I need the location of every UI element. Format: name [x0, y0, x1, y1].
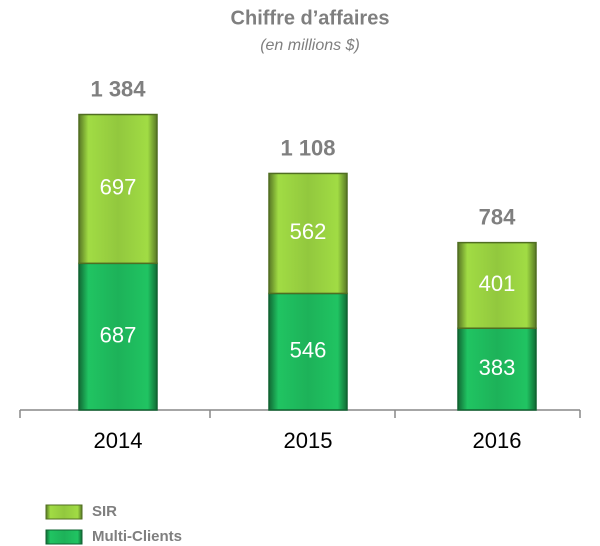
bar-segment — [457, 241, 537, 329]
x-tick-label: 2015 — [284, 428, 333, 453]
data-label: 697 — [100, 175, 137, 200]
data-label: 562 — [290, 219, 327, 244]
data-label: 401 — [479, 271, 516, 296]
x-tick-label: 2016 — [473, 428, 522, 453]
total-label: 784 — [479, 204, 516, 229]
legend-label: Multi-Clients — [92, 528, 182, 545]
total-label: 1 108 — [280, 135, 335, 160]
total-label: 1 384 — [90, 76, 146, 101]
legend-swatch — [45, 529, 83, 545]
bar-segment — [268, 172, 348, 295]
bar-segment — [78, 262, 158, 411]
legend-label: SIR — [92, 503, 117, 520]
chart-title: Chiffre d’affaires — [231, 7, 390, 29]
data-label: 546 — [290, 338, 327, 363]
legend-swatch — [45, 504, 83, 520]
data-label: 687 — [100, 322, 137, 347]
x-tick-label: 2014 — [94, 428, 143, 453]
data-label: 383 — [479, 355, 516, 380]
bar-segment — [78, 113, 158, 265]
chart-subtitle: (en millions $) — [260, 37, 360, 54]
